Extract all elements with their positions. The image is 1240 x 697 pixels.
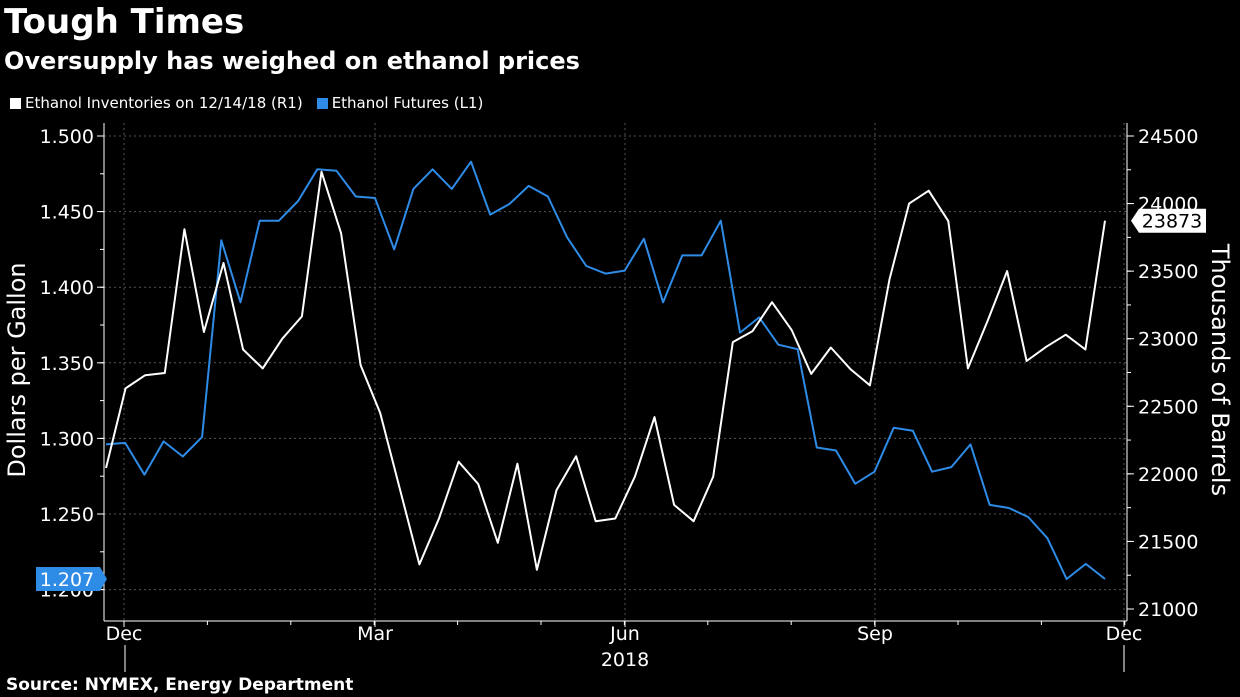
futures-line xyxy=(105,160,1106,580)
right-axis-title: Thousands of Barrels xyxy=(1206,243,1234,496)
x-tick-label: Jun xyxy=(609,623,640,645)
inventories-last-value-badge: 23873 xyxy=(1131,208,1206,233)
left-tick-label: 1.400 xyxy=(40,277,94,299)
x-tick-label: Mar xyxy=(357,623,393,645)
x-tick-label: Sep xyxy=(857,623,893,645)
left-tick-label: 1.500 xyxy=(40,126,94,148)
x-tick-label: Dec xyxy=(106,623,143,645)
x-year-label: 2018 xyxy=(601,649,649,671)
left-tick-label: 1.350 xyxy=(40,353,94,375)
inventories-line xyxy=(105,170,1106,571)
inventories-last-value: 23873 xyxy=(1142,211,1202,233)
tick-labels: 1.5001.4501.4001.3501.3001.2501.20024500… xyxy=(3,126,1234,671)
futures-badge-bg xyxy=(36,567,107,592)
left-axis-title: Dollars per Gallon xyxy=(3,262,31,477)
right-tick-label: 22000 xyxy=(1138,464,1198,486)
source-note: Source: NYMEX, Energy Department xyxy=(6,675,354,695)
legend-item-futures: Ethanol Futures (L1) xyxy=(316,93,484,113)
x-tick-label: Dec xyxy=(1106,623,1143,645)
right-tick-label: 23500 xyxy=(1138,261,1198,283)
legend-swatch-futures xyxy=(316,97,328,109)
right-tick-label: 22500 xyxy=(1138,396,1198,418)
right-tick-label: 21000 xyxy=(1138,599,1198,621)
legend: Ethanol Inventories on 12/14/18 (R1) Eth… xyxy=(10,93,483,113)
chart-subtitle: Oversupply has weighed on ethanol prices xyxy=(4,47,580,75)
left-tick-label: 1.300 xyxy=(40,428,94,450)
futures-last-value: 1.207 xyxy=(40,569,94,591)
legend-item-inventories: Ethanol Inventories on 12/14/18 (R1) xyxy=(10,93,303,113)
legend-label-futures: Ethanol Futures (L1) xyxy=(331,94,484,112)
legend-label-inventories: Ethanol Inventories on 12/14/18 (R1) xyxy=(25,94,303,112)
futures-last-value-badge: 1.207 xyxy=(36,567,107,592)
right-tick-label: 21500 xyxy=(1138,531,1198,553)
left-tick-label: 1.450 xyxy=(40,202,94,224)
chart-title: Tough Times xyxy=(4,2,245,42)
inventories-badge-bg xyxy=(1131,208,1206,233)
right-tick-label: 24500 xyxy=(1138,126,1198,148)
grid-lines xyxy=(104,123,1127,621)
legend-swatch-inventories xyxy=(10,97,21,109)
series-lines xyxy=(105,160,1106,580)
right-tick-label: 23000 xyxy=(1138,329,1198,351)
left-tick-label: 1.250 xyxy=(40,504,94,526)
